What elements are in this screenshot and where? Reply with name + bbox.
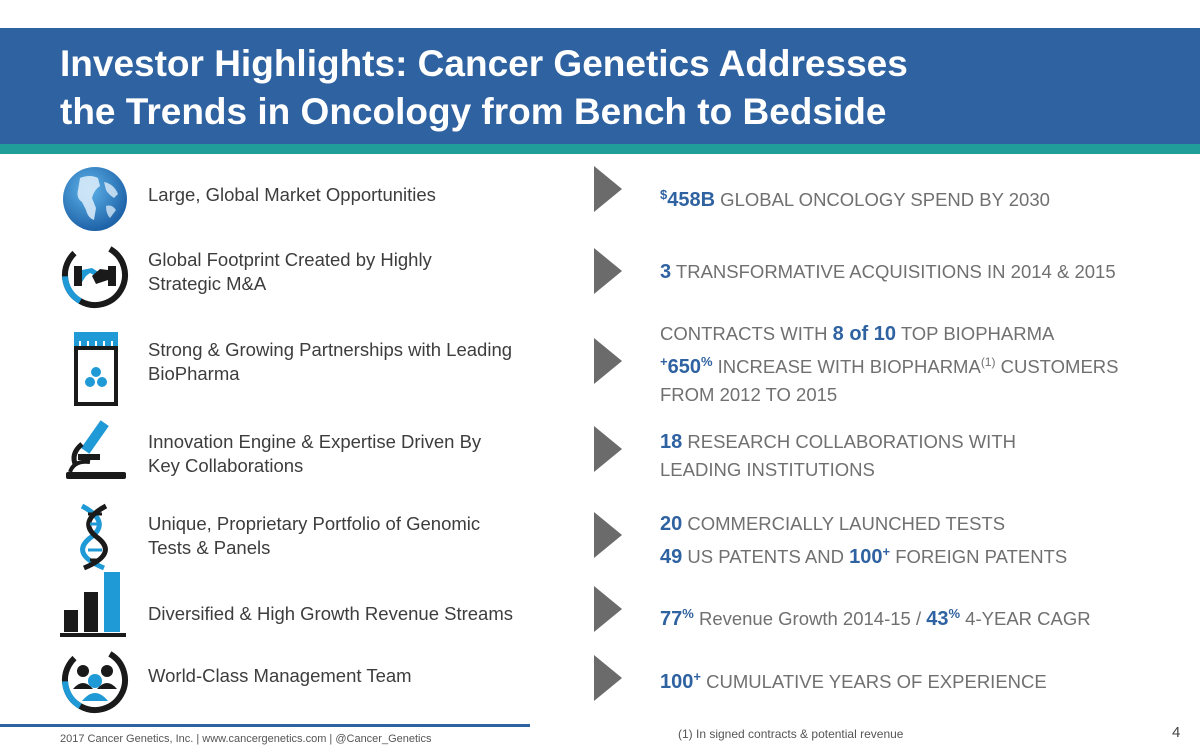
highlight-stat: 77% Revenue Growth 2014-15 / 43% 4-YEAR …	[660, 606, 1091, 630]
header-accent-bar	[0, 144, 1200, 154]
chevron-right-icon	[594, 248, 622, 294]
team-icon	[60, 645, 130, 715]
highlight-label: World-Class Management Team	[148, 665, 412, 686]
chevron-right-icon	[594, 655, 622, 701]
footer-divider	[0, 724, 530, 727]
microscope-icon	[60, 414, 130, 490]
chevron-right-icon	[594, 586, 622, 632]
title-line-1: Investor Highlights: Cancer Genetics Add…	[60, 43, 908, 84]
top-strip	[0, 0, 1200, 28]
highlight-stat: 3 TRANSFORMATIVE ACQUISITIONS IN 2014 & …	[660, 261, 1116, 283]
chevron-right-icon	[594, 166, 622, 212]
highlight-stat: CONTRACTS WITH 8 of 10 TOP BIOPHARMA +65…	[660, 323, 1119, 405]
slide-title: Investor Highlights: Cancer Genetics Add…	[60, 40, 1160, 136]
highlight-stat: $458B GLOBAL ONCOLOGY SPEND BY 2030	[660, 187, 1050, 211]
highlight-label: Innovation Engine & Expertise Driven By …	[148, 431, 482, 476]
dna-icon	[60, 502, 130, 572]
chevron-right-icon	[594, 426, 622, 472]
chevron-right-icon	[594, 338, 622, 384]
highlight-label: Unique, Proprietary Portfolio of Genomic…	[148, 513, 481, 558]
title-line-2: the Trends in Oncology from Bench to Bed…	[60, 91, 887, 132]
highlight-label: Global Footprint Created by Highly Strat…	[148, 249, 432, 294]
page-number: 4	[1172, 724, 1181, 741]
footnote: (1) In signed contracts & potential reve…	[678, 727, 904, 741]
bar-chart-icon	[60, 570, 130, 640]
highlight-label: Large, Global Market Opportunities	[148, 184, 436, 205]
lab-jar-icon	[60, 330, 130, 408]
highlight-stat: 100+ CUMULATIVE YEARS OF EXPERIENCE	[660, 669, 1047, 693]
highlight-label: Strong & Growing Partnerships with Leadi…	[148, 339, 513, 384]
header-band	[0, 28, 1200, 144]
chevron-right-icon	[594, 512, 622, 558]
highlight-stat: 20 COMMERCIALLY LAUNCHED TESTS 49 US PAT…	[660, 513, 1068, 568]
highlight-stat: 18 RESEARCH COLLABORATIONS WITH LEADING …	[660, 431, 1016, 480]
footer-credits: 2017 Cancer Genetics, Inc. | www.cancerg…	[60, 733, 432, 745]
handshake-icon	[60, 240, 130, 310]
highlight-label: Diversified & High Growth Revenue Stream…	[148, 603, 514, 624]
globe-icon	[60, 164, 130, 234]
